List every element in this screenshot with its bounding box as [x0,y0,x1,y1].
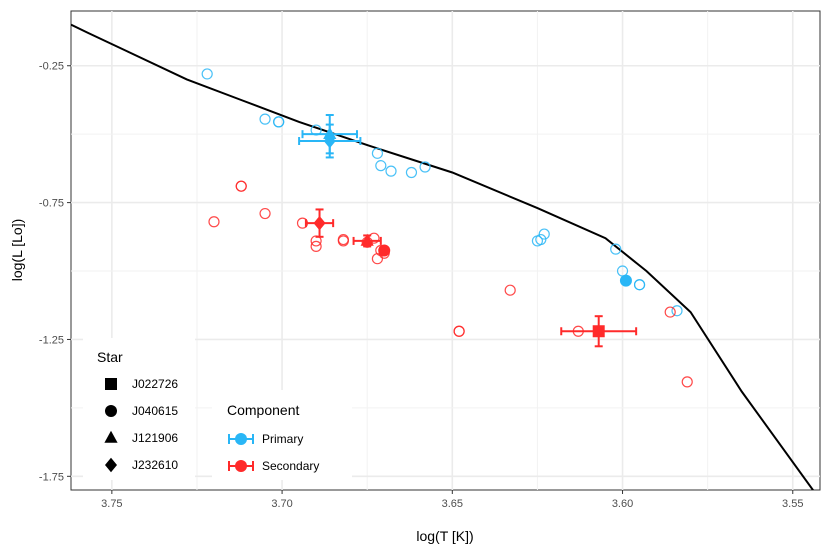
x-tick-label: 3.75 [101,498,122,510]
open-point-primary [671,305,683,317]
measured-point-j121906-secondary [352,233,382,248]
y-tick-label: -1.25 [39,334,64,346]
x-axis-title: log(T [K]) [416,528,473,544]
legend-component: Component Primary Secondary [212,390,352,480]
x-tick-label: 3.55 [782,498,803,510]
open-point-primary [538,228,550,240]
open-point-primary [375,160,387,172]
measured-point-j040615-secondary [378,244,391,257]
point-marker-circle [619,274,632,287]
isochrone-line [71,23,815,490]
point-marker-triangle [360,233,374,246]
measured-points [298,114,638,348]
legend-star: Star J022726 J040615 J121906 J232610 [83,338,195,480]
x-axis-ticks: 3.75 3.70 3.65 3.60 3.55 [101,490,803,510]
legend-component-title: Component [227,402,299,418]
open-point-secondary [504,284,516,296]
y-tick-label: -1.75 [39,471,64,483]
legend-star-background [83,338,195,480]
open-point-primary [419,161,431,173]
legend-star-key-circle [105,405,117,417]
x-tick-label: 3.65 [442,498,463,510]
open-point-secondary [235,180,247,192]
legend-star-key-diamond [105,457,117,473]
open-point-secondary [371,253,384,265]
plot-panel [70,10,821,491]
point-marker-circle [378,244,391,257]
open-point-primary [259,113,271,125]
legend-star-title: Star [97,349,123,365]
open-point-primary [273,116,285,128]
legend-component-key-dot [235,460,247,472]
open-point-primary [371,147,384,159]
open-point-secondary [259,207,271,220]
open-point-secondary [681,376,693,388]
point-marker-diamond [313,215,326,231]
measured-point-j232610-primary [298,123,362,159]
legend-star-label: J232610 [132,458,178,472]
legend-star-label: J121906 [132,431,178,445]
measured-point-j232610-secondary [304,208,335,238]
legend-star-label: J022726 [132,377,178,391]
legend-component-key-dot [235,433,247,445]
grid-lines [71,11,820,490]
open-point-primary [610,243,622,255]
y-axis-title: log(L [Lo]) [9,219,25,282]
open-point-secondary [310,240,322,252]
legend-star-key-triangle [104,430,118,443]
legend-component-label: Secondary [262,459,319,473]
open-point-primary [201,68,213,80]
point-marker-square [592,325,605,338]
open-point-primary [633,279,646,291]
measured-point-j022726-secondary [560,315,638,348]
legend-component-label: Primary [262,432,303,446]
y-tick-label: -0.25 [39,61,64,73]
y-axis-ticks: -0.25 -0.75 -1.25 -1.75 [39,61,71,483]
open-point-secondary [664,306,676,318]
y-tick-label: -0.75 [39,198,64,210]
open-point-primary [531,235,544,247]
open-point-primary [405,166,418,179]
legend-star-label: J040615 [132,404,178,418]
point-marker-diamond [323,133,336,149]
model-points [201,68,693,388]
measured-point-j040615-primary [619,274,632,287]
open-point-secondary [337,233,349,246]
open-point-primary [385,165,397,177]
x-tick-label: 3.60 [612,498,633,510]
x-tick-label: 3.70 [271,498,292,510]
open-point-secondary [208,216,220,228]
legend-star-key-square [105,378,117,390]
open-point-secondary [453,325,465,337]
